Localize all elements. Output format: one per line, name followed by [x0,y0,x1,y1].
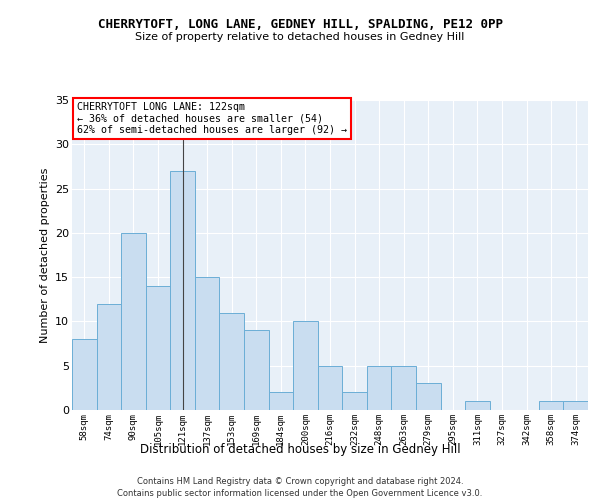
Bar [391,366,416,410]
Bar [97,304,121,410]
Text: CHERRYTOFT LONG LANE: 122sqm
← 36% of detached houses are smaller (54)
62% of se: CHERRYTOFT LONG LANE: 122sqm ← 36% of de… [77,102,347,134]
Bar [195,277,220,410]
Bar [318,366,342,410]
Text: Size of property relative to detached houses in Gedney Hill: Size of property relative to detached ho… [136,32,464,42]
Bar [269,392,293,410]
Text: Distribution of detached houses by size in Gedney Hill: Distribution of detached houses by size … [140,442,460,456]
Bar [244,330,269,410]
Bar [146,286,170,410]
Bar [342,392,367,410]
Bar [72,339,97,410]
Bar [563,401,588,410]
Bar [170,171,195,410]
Bar [293,322,318,410]
Text: CHERRYTOFT, LONG LANE, GEDNEY HILL, SPALDING, PE12 0PP: CHERRYTOFT, LONG LANE, GEDNEY HILL, SPAL… [97,18,503,30]
Bar [367,366,391,410]
Text: Contains HM Land Registry data © Crown copyright and database right 2024.: Contains HM Land Registry data © Crown c… [137,478,463,486]
Bar [416,384,440,410]
Bar [465,401,490,410]
Bar [539,401,563,410]
Bar [121,233,146,410]
Bar [220,312,244,410]
Text: Contains public sector information licensed under the Open Government Licence v3: Contains public sector information licen… [118,489,482,498]
Y-axis label: Number of detached properties: Number of detached properties [40,168,50,342]
